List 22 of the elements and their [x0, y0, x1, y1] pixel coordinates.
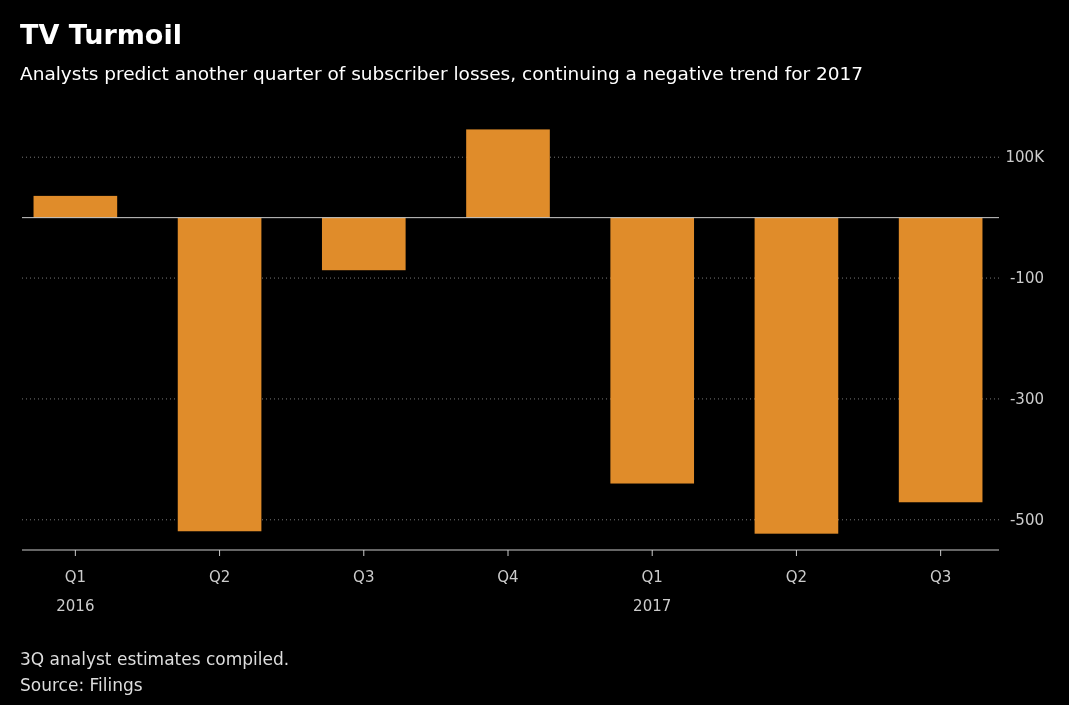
x-tick-label: Q1 2017 [633, 568, 672, 615]
x-tick-label: Q2 [208, 568, 231, 586]
chart-title: TV Turmoil [20, 19, 182, 50]
bar [898, 217, 983, 503]
x-tick-label: Q1 2016 [56, 568, 95, 615]
x-tick-label: Q4 [497, 568, 519, 586]
bar [33, 195, 118, 218]
chart-subtitle: Analysts predict another quarter of subscriber losses, continuing a negative trend for 2017 [20, 63, 864, 84]
bar [754, 217, 839, 534]
bar [610, 217, 695, 484]
text: 3Q analyst estimates compiled. [20, 649, 290, 669]
x-tick-label: Q3 [353, 568, 375, 586]
source-note: Source: Filings [20, 675, 143, 695]
y-tick-label: -500 [1009, 511, 1044, 530]
bar [177, 217, 262, 532]
bar [466, 129, 550, 218]
y-tick-label: -100 [1009, 269, 1044, 288]
x-tick-label: Q2 [785, 568, 808, 586]
x-tick-label: Q3 [929, 568, 952, 586]
y-tick-label: 100K [1005, 148, 1046, 167]
y-tick-label: -300 [1009, 390, 1044, 409]
bar [321, 217, 406, 271]
